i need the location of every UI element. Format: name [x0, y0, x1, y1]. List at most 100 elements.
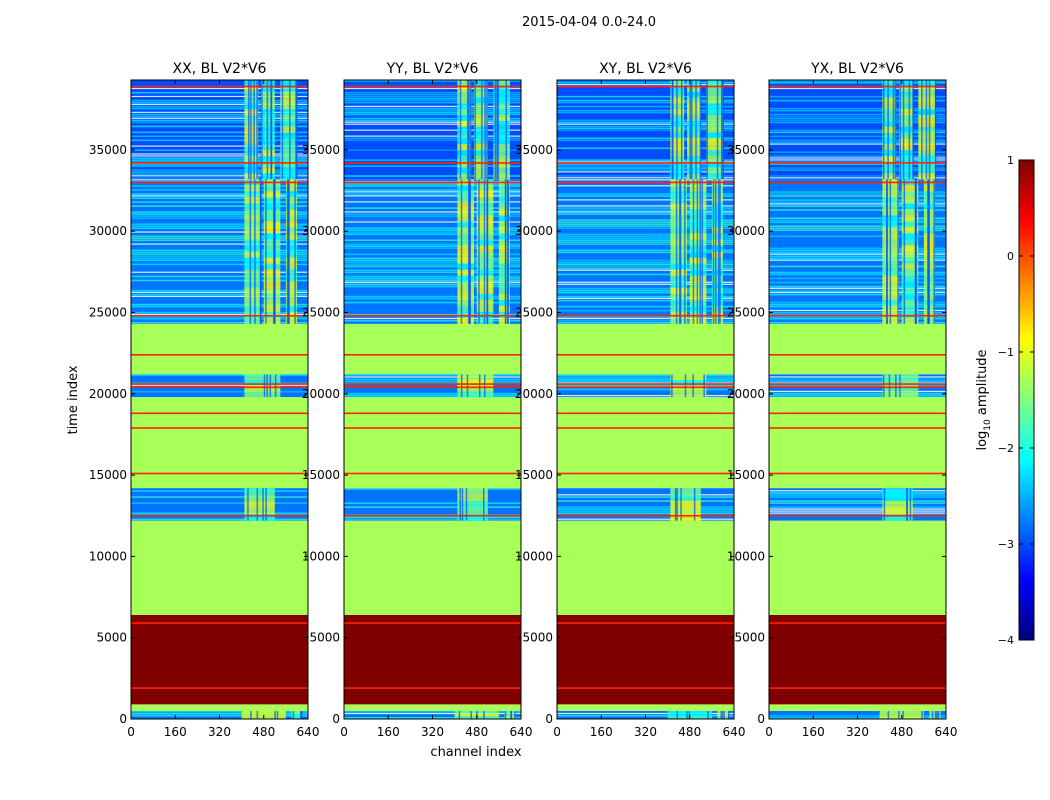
rfi-block	[473, 173, 488, 180]
noise-row	[131, 125, 308, 128]
rfi-block	[686, 150, 701, 157]
rfi-block	[457, 257, 474, 264]
x-tick-label: 160	[377, 725, 400, 739]
time-band	[769, 323, 946, 375]
rfi-streak	[886, 179, 888, 324]
rfi-block	[498, 299, 510, 307]
noise-row	[557, 129, 734, 132]
rfi-block	[263, 257, 281, 264]
rfi-block	[493, 173, 510, 180]
noise-row	[344, 207, 521, 209]
flag-line	[344, 514, 521, 517]
x-tick-label: 0	[340, 725, 348, 739]
noise-row	[131, 303, 308, 306]
noise-row	[131, 518, 308, 521]
flag-line	[131, 85, 308, 88]
rfi-block	[670, 197, 687, 204]
rfi-streak	[699, 80, 702, 180]
rfi-block	[901, 227, 919, 234]
rfi-streak	[719, 179, 721, 324]
noise-row	[131, 139, 308, 142]
time-band	[344, 704, 521, 711]
rfi-block	[493, 85, 510, 92]
colorbar-tick-label: −2	[998, 442, 1014, 455]
rfi-streak	[716, 80, 719, 180]
noise-row	[557, 500, 734, 502]
rfi-block	[706, 150, 723, 157]
noise-row	[131, 321, 308, 324]
rfi-block	[244, 215, 261, 222]
rfi-block	[457, 144, 472, 151]
rfi-block	[285, 233, 297, 240]
noise-row	[557, 273, 734, 276]
rfi-block	[670, 385, 707, 392]
noise-row	[557, 147, 734, 150]
rfi-streak	[937, 710, 940, 719]
noise-row	[131, 185, 308, 187]
flag-line	[131, 687, 308, 689]
time-band	[769, 397, 946, 489]
rfi-block	[457, 209, 474, 216]
panel-1: YY, BL V2*V6 0 160 320 480 640 0 5000 10000 15000…	[302, 61, 533, 739]
rfi-block	[263, 299, 281, 307]
gap-row	[131, 175, 308, 177]
noise-row	[557, 249, 734, 252]
noise-row	[131, 91, 308, 94]
noise-row	[344, 97, 521, 100]
rfi-block	[457, 97, 472, 104]
noise-row	[131, 305, 308, 308]
rfi-streak	[715, 179, 717, 324]
flag-line	[344, 314, 521, 317]
rfi-block	[882, 167, 897, 174]
rfi-block	[493, 126, 510, 133]
noise-row	[131, 197, 308, 199]
noise-row	[131, 502, 308, 504]
rfi-streak	[459, 80, 462, 180]
gap-row	[344, 281, 521, 283]
rfi-block	[285, 185, 297, 192]
time-band	[769, 520, 946, 615]
noise-row	[769, 107, 946, 110]
noise-row	[769, 271, 946, 274]
panels: XX, BL V2*V6 0 160 320 480 640 0 5000 10000 15000…	[89, 61, 958, 739]
noise-row	[557, 291, 734, 294]
noise-row	[769, 121, 946, 124]
gap-row	[769, 291, 946, 293]
panel-title: XY, BL V2*V6	[599, 61, 692, 77]
rfi-streak	[266, 80, 269, 180]
noise-row	[131, 225, 308, 228]
rfi-block	[882, 155, 897, 162]
rfi-streak	[514, 710, 516, 719]
rfi-block	[706, 109, 723, 116]
noise-row	[769, 225, 946, 228]
time-band	[557, 704, 734, 711]
gap-row	[769, 143, 946, 145]
rfi-block	[670, 185, 687, 192]
rfi-block	[457, 120, 472, 127]
gap-row	[557, 123, 734, 125]
gap-row	[131, 155, 308, 157]
rfi-block	[898, 103, 913, 110]
gap-row	[769, 287, 946, 289]
flag-line	[769, 427, 946, 429]
rfi-block	[898, 150, 913, 157]
rfi-block	[280, 144, 297, 151]
y-tick-label: 25000	[302, 306, 340, 320]
rfi-block	[285, 305, 297, 313]
gap-row	[131, 111, 308, 113]
rfi-block	[711, 317, 723, 325]
gap-row	[557, 179, 734, 181]
rfi-block	[285, 293, 297, 301]
y-tick-label: 0	[332, 712, 340, 726]
y-tick-label: 5000	[96, 631, 127, 645]
rfi-block	[473, 144, 488, 151]
rfi-block	[686, 144, 701, 151]
rfi-streak	[921, 80, 923, 180]
rfi-block	[706, 103, 723, 110]
rfi-block	[285, 287, 297, 295]
noise-row	[344, 301, 521, 304]
rfi-streak	[707, 710, 709, 719]
gap-row	[131, 145, 308, 147]
rfi-streak	[914, 179, 917, 324]
